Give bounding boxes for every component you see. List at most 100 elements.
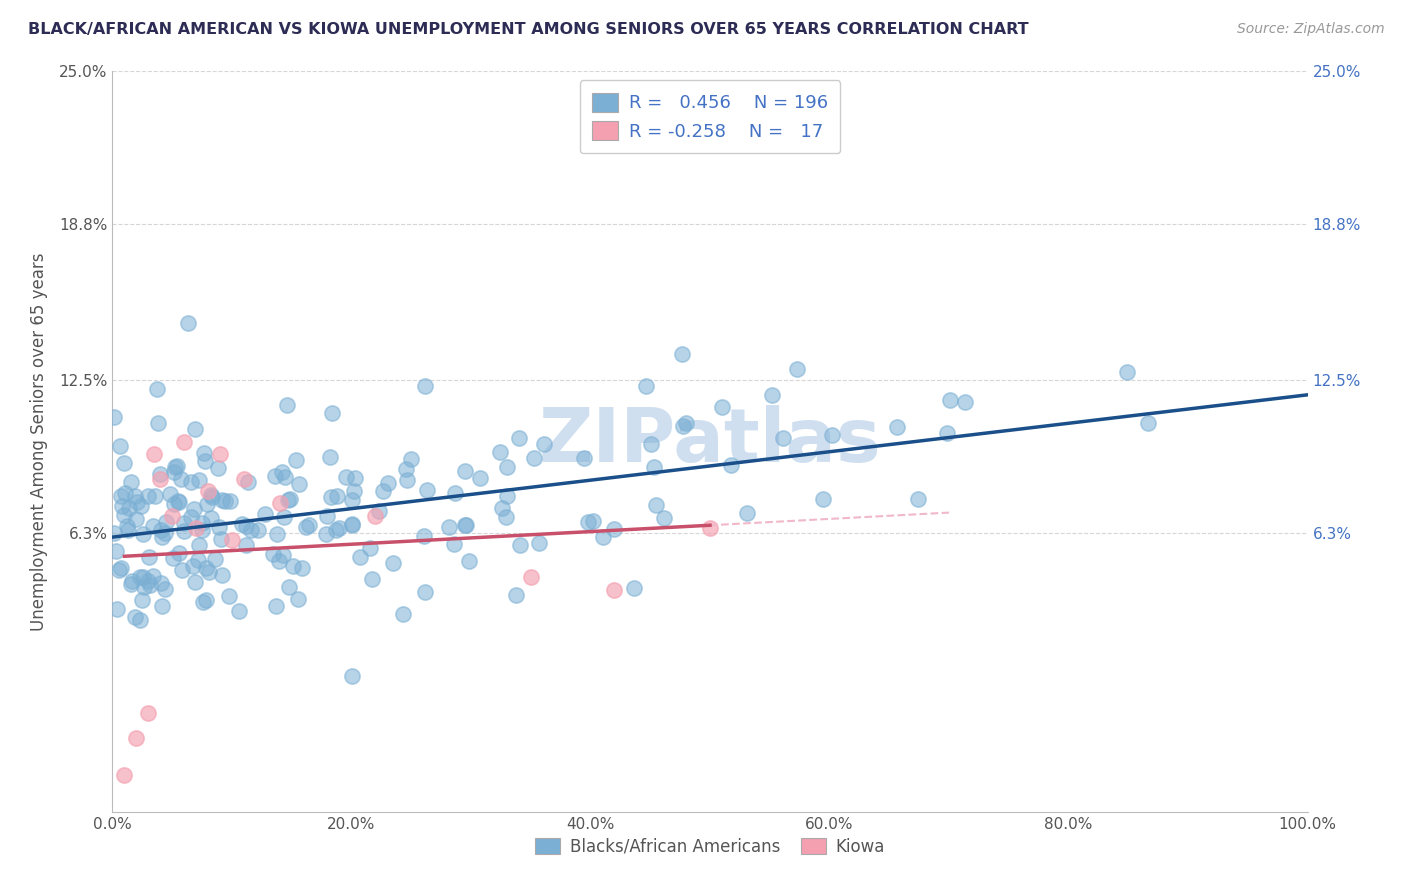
Point: [939, 392, 962, 407]
Point: [699, 521, 721, 535]
Point: [188, 538, 211, 552]
Point: [138, 549, 160, 564]
Point: [359, 541, 381, 555]
Point: [184, 422, 207, 436]
Point: [671, 347, 693, 361]
Text: Source: ZipAtlas.com: Source: ZipAtlas.com: [1237, 22, 1385, 37]
Point: [335, 469, 357, 483]
Point: [287, 591, 309, 606]
Point: [416, 483, 439, 497]
Point: [582, 514, 605, 528]
Point: [328, 521, 350, 535]
Point: [211, 493, 233, 508]
Point: [107, 602, 129, 616]
Point: [114, 486, 136, 500]
Point: [572, 450, 595, 465]
Point: [162, 508, 183, 523]
Point: [184, 575, 207, 590]
Point: [720, 458, 742, 472]
Point: [138, 574, 160, 588]
Point: [193, 446, 215, 460]
Point: [129, 613, 152, 627]
Point: [167, 495, 190, 509]
Point: [645, 498, 668, 512]
Point: [399, 451, 422, 466]
Point: [197, 565, 219, 579]
Point: [214, 494, 236, 508]
Point: [235, 538, 257, 552]
Point: [197, 483, 219, 498]
Point: [576, 515, 599, 529]
Point: [150, 523, 173, 537]
Point: [413, 585, 436, 599]
Point: [149, 467, 172, 482]
Point: [342, 518, 364, 533]
Point: [167, 494, 190, 508]
Point: [361, 572, 384, 586]
Point: [155, 525, 177, 540]
Point: [281, 559, 304, 574]
Point: [167, 546, 190, 560]
Point: [150, 530, 173, 544]
Point: [505, 587, 527, 601]
Point: [188, 473, 211, 487]
Point: [488, 445, 510, 459]
Point: [195, 497, 218, 511]
Point: [343, 483, 366, 498]
Point: [786, 361, 808, 376]
Point: [1137, 416, 1160, 430]
Point: [173, 516, 195, 531]
Point: [209, 532, 232, 546]
Point: [325, 523, 347, 537]
Point: [166, 458, 188, 473]
Point: [955, 394, 977, 409]
Point: [273, 548, 295, 562]
Point: [247, 523, 270, 537]
Point: [108, 439, 131, 453]
Point: [529, 535, 551, 549]
Point: [219, 493, 242, 508]
Point: [231, 516, 253, 531]
Point: [209, 447, 232, 461]
Point: [278, 491, 301, 506]
Point: [131, 592, 153, 607]
Point: [262, 547, 284, 561]
Point: [349, 550, 371, 565]
Point: [107, 563, 129, 577]
Point: [813, 492, 835, 507]
Point: [180, 475, 202, 489]
Legend: Blacks/African Americans, Kiowa: Blacks/African Americans, Kiowa: [529, 831, 891, 863]
Point: [194, 593, 217, 607]
Point: [269, 554, 291, 568]
Point: [132, 580, 155, 594]
Point: [103, 410, 125, 425]
Point: [735, 506, 758, 520]
Point: [159, 486, 181, 500]
Point: [936, 425, 959, 440]
Point: [454, 464, 477, 478]
Point: [412, 529, 434, 543]
Point: [112, 456, 135, 470]
Point: [533, 437, 555, 451]
Point: [240, 524, 263, 538]
Point: [187, 553, 209, 567]
Point: [377, 475, 399, 490]
Point: [1115, 365, 1137, 379]
Point: [190, 523, 212, 537]
Point: [120, 475, 142, 490]
Point: [634, 378, 657, 392]
Point: [204, 552, 226, 566]
Point: [456, 518, 478, 533]
Point: [316, 508, 339, 523]
Point: [173, 434, 195, 449]
Point: [340, 517, 363, 532]
Point: [153, 582, 176, 596]
Point: [652, 511, 675, 525]
Point: [274, 469, 297, 483]
Point: [382, 556, 405, 570]
Point: [150, 599, 173, 614]
Point: [254, 508, 277, 522]
Point: [201, 490, 224, 504]
Point: [264, 468, 287, 483]
Point: [278, 580, 301, 594]
